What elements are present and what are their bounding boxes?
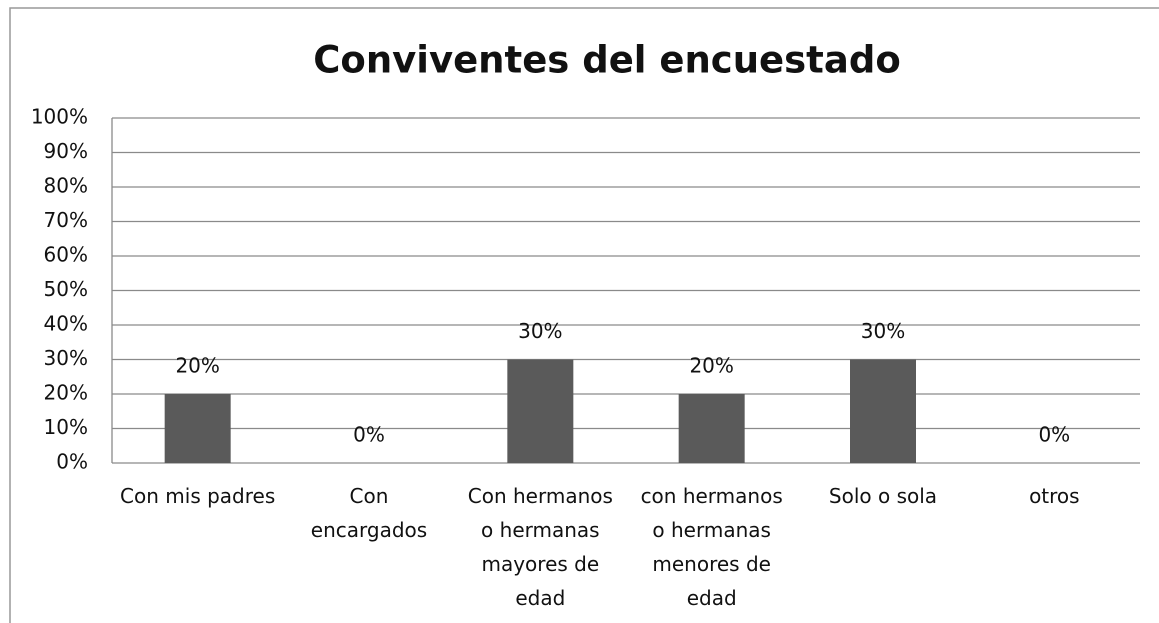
chart-frame [9, 7, 1159, 623]
y-tick-label: 0% [56, 450, 88, 474]
y-tick-label: 50% [44, 277, 88, 301]
x-tick-label: Con hermanos o hermanas mayores de edad [468, 484, 613, 610]
y-tick-label: 90% [44, 139, 88, 163]
y-tick-label: 20% [44, 381, 88, 405]
value-label: 20% [175, 354, 219, 378]
value-label: 0% [353, 423, 385, 447]
value-label: 30% [861, 319, 905, 343]
x-tick-label: Con mis padres [120, 484, 275, 508]
y-tick-label: 80% [44, 174, 88, 198]
x-tick-label: Con encargados [311, 484, 427, 542]
y-tick-label: 70% [44, 208, 88, 232]
x-tick-label: otros [1029, 484, 1080, 508]
y-tick-label: 30% [44, 346, 88, 370]
bar [850, 359, 916, 463]
chart-title: Conviventes del encuestado [313, 39, 900, 82]
y-tick-label: 40% [44, 312, 88, 336]
value-label: 0% [1038, 423, 1070, 447]
x-tick-label: Solo o sola [829, 484, 937, 508]
y-tick-label: 100% [31, 105, 88, 129]
bar [507, 359, 574, 463]
y-tick-label: 60% [44, 243, 88, 267]
y-tick-label: 10% [44, 415, 88, 439]
bar [164, 394, 231, 463]
bar [678, 394, 745, 463]
x-tick-label: con hermanos o hermanas menores de edad [641, 484, 783, 610]
value-label: 20% [689, 354, 733, 378]
value-label: 30% [518, 319, 562, 343]
